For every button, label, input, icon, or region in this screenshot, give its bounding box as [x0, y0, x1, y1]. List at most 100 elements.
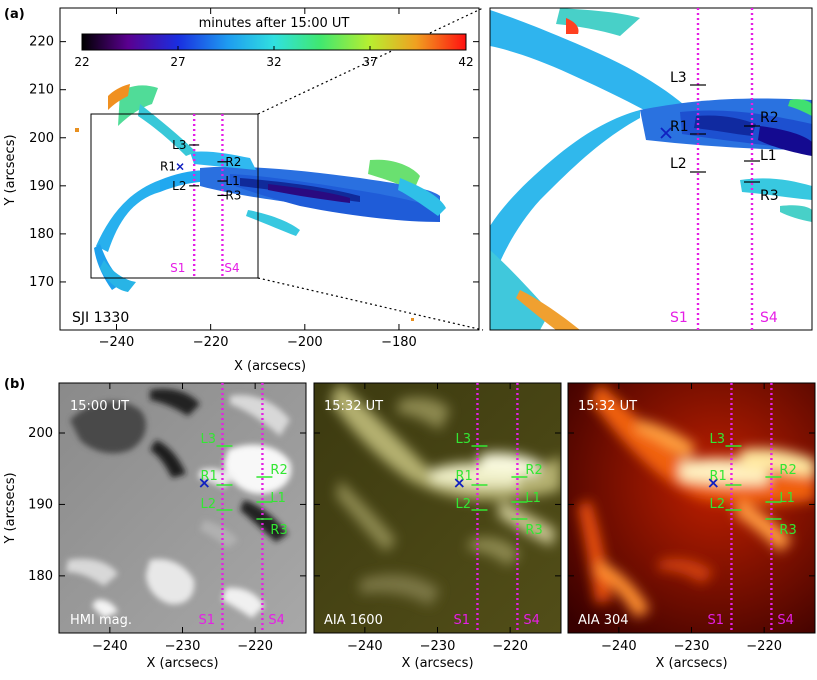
panel-b-overlay: S1 S4 L3 R1 R2 L2 L1 R3 S1 S4 L3 R1 R2 L2 L1 R3 S1 S4 L3 R1… [198, 383, 797, 633]
b-marker-label-l1: L1 [270, 491, 286, 506]
panel-b-ylabel: Y (arcsecs) [3, 472, 18, 544]
b-marker-label-l2: L2 [709, 497, 725, 512]
b-marker-cross-r1 [199, 478, 209, 488]
aia1600-image [314, 383, 561, 633]
aia1600-instrument-label: AIA 1600 [324, 613, 383, 628]
slit-label-s1: S1 [170, 261, 185, 275]
b-slit-label-s4: S4 [268, 613, 285, 628]
colorbar-tick-label: 42 [458, 55, 473, 69]
b-slit-label-s1: S1 [198, 613, 215, 628]
b-marker-cross-r1 [708, 478, 718, 488]
aia1600-time-label: 15:32 UT [324, 399, 383, 414]
marker-label-l2: L2 [172, 179, 186, 193]
zoom-connector-top [257, 7, 484, 115]
b-xlabel: X (arcsecs) [655, 656, 727, 671]
colorbar-tick-label: 37 [362, 55, 377, 69]
hmi-instrument-label: HMI mag. [70, 613, 132, 628]
b-x-tick-label: −220 [746, 639, 782, 654]
b-marker-label-r1: R1 [200, 469, 217, 484]
b-marker-label-r2: R2 [270, 463, 287, 478]
b-marker-label-l3: L3 [455, 432, 471, 447]
b-slit-label-s4: S4 [777, 613, 794, 628]
panel-a-axes: −240 −220 −200 −180 170 180 190 200 210 220 [29, 8, 479, 350]
y-tick-label: 170 [29, 275, 54, 290]
b-y-tick-label: 200 [28, 426, 53, 441]
b-slit-label-s4: S4 [523, 613, 540, 628]
zoom-marker-label-l2: L2 [670, 156, 687, 172]
b-x-tick-label: −220 [492, 639, 528, 654]
b-xlabel: X (arcsecs) [146, 656, 218, 671]
panel-a-xlabel: X (arcsecs) [234, 359, 306, 374]
b-xlabel: X (arcsecs) [401, 656, 473, 671]
b-marker-label-l3: L3 [709, 432, 725, 447]
y-tick-label: 200 [29, 131, 54, 146]
panel-a-label: (a) [4, 7, 25, 22]
b-slit-label-s1: S1 [707, 613, 724, 628]
aia304-time-label: 15:32 UT [578, 399, 637, 414]
b-x-tick-label: −240 [601, 639, 637, 654]
colorbar-tick-label: 27 [170, 55, 185, 69]
marker-label-r3: R3 [225, 188, 241, 202]
zoom-region-box [90, 113, 259, 279]
panel-b-hmi: 15:00 UT HMI mag. [58, 382, 307, 634]
panel-b-label: (b) [4, 377, 25, 392]
b-marker-label-r1: R1 [455, 469, 472, 484]
b-marker-label-l2: L2 [200, 497, 216, 512]
zoom-slit-label-s1: S1 [670, 310, 688, 326]
marker-label-r1: R1 [160, 160, 176, 174]
aia304-instrument-label: AIA 304 [578, 613, 629, 628]
b-marker-label-l2: L2 [455, 497, 471, 512]
x-tick-label: −180 [381, 335, 417, 350]
zoom-arrival-map [490, 8, 812, 330]
slit-label-s4: S4 [224, 261, 239, 275]
y-tick-label: 180 [29, 227, 54, 242]
colorbar-title: minutes after 15:00 UT [199, 16, 350, 31]
y-tick-label: 190 [29, 179, 54, 194]
x-tick-label: −200 [287, 335, 323, 350]
zoom-connector-bottom [257, 277, 484, 331]
b-x-tick-label: −230 [674, 639, 710, 654]
x-tick-label: −220 [193, 335, 229, 350]
hmi-magnetogram-image [59, 383, 306, 633]
zoom-marker-label-r3: R3 [760, 188, 779, 204]
zoom-marker-label-l1: L1 [760, 148, 777, 164]
panel-a-ylabel: Y (arcsecs) [3, 134, 18, 206]
b-x-tick-label: −220 [237, 639, 273, 654]
zoom-marker-cross-r1 [660, 127, 672, 139]
aia304-image [568, 383, 815, 633]
b-x-tick-label: −240 [347, 639, 383, 654]
x-tick-label: −240 [99, 335, 135, 350]
marker-label-l1: L1 [225, 174, 239, 188]
b-marker-cross-r1 [454, 478, 464, 488]
zoom-marker-label-r2: R2 [760, 110, 779, 126]
panel-b-aia304: 15:32 UT AIA 304 [567, 382, 816, 634]
panel-b-aia1600: 15:32 UT AIA 1600 [313, 382, 562, 634]
b-x-tick-label: −230 [420, 639, 456, 654]
zoom-slit-label-s4: S4 [760, 310, 778, 326]
colorbar-ticks: 22 27 32 37 42 [74, 46, 474, 69]
marker-label-l3: L3 [172, 138, 186, 152]
zoom-marker-label-r1: R1 [670, 119, 689, 135]
marker-label-r2: R2 [225, 155, 241, 169]
panel-a-main: minutes after 15:00 UT 22 27 32 37 42 (a) SJ… [3, 7, 484, 374]
b-marker-label-r1: R1 [709, 469, 726, 484]
b-y-tick-label: 180 [28, 569, 53, 584]
b-slit-label-s1: S1 [453, 613, 470, 628]
marker-cross-r1 [176, 163, 184, 171]
b-y-tick-label: 190 [28, 497, 53, 512]
b-x-tick-label: −230 [165, 639, 201, 654]
b-marker-label-l3: L3 [200, 432, 216, 447]
b-marker-label-l1: L1 [525, 491, 541, 506]
b-marker-label-r3: R3 [270, 523, 287, 538]
b-marker-label-l1: L1 [779, 491, 795, 506]
zoom-marker-label-l3: L3 [670, 70, 687, 86]
panel-a-instrument-label: SJI 1330 [72, 310, 129, 326]
zoom-overlay: S1 S4 L3 R1 R2 L2 L1 R3 [660, 8, 779, 330]
y-tick-label: 220 [29, 35, 54, 50]
colorbar-tick-label: 22 [74, 55, 89, 69]
b-marker-label-r2: R2 [525, 463, 542, 478]
b-x-tick-label: −240 [92, 639, 128, 654]
panel-b-axes: −240 −230 −220 180 190 200 X (arcsecs) −240 −230… [28, 383, 815, 671]
